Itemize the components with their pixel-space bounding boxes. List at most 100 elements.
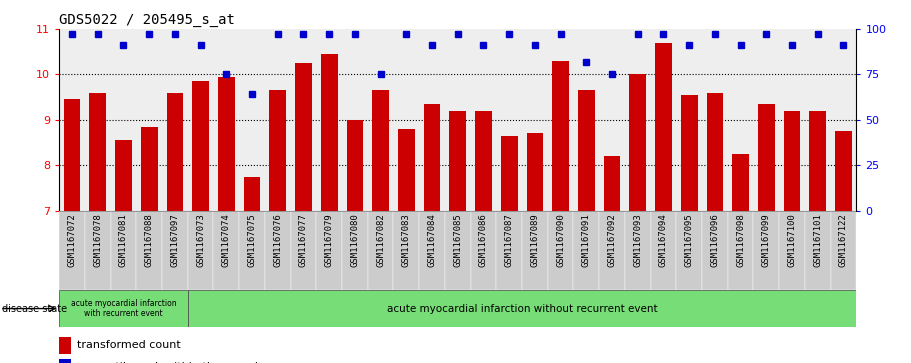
Bar (779, 211, 805, 290)
Bar (137, 211, 162, 290)
Text: GSM1167091: GSM1167091 (582, 213, 591, 267)
Bar (578, 90, 595, 211)
Bar (59, 359, 71, 363)
Bar (59, 211, 85, 290)
Bar (630, 74, 646, 211)
Text: GSM1167089: GSM1167089 (530, 213, 539, 267)
Bar (394, 211, 419, 290)
Text: GSM1167076: GSM1167076 (273, 213, 282, 267)
Text: GSM1167094: GSM1167094 (659, 213, 668, 267)
Text: disease state: disease state (2, 303, 67, 314)
Text: GSM1167075: GSM1167075 (248, 213, 257, 267)
Bar (64, 99, 80, 211)
Text: GSM1167078: GSM1167078 (93, 213, 102, 267)
Bar (291, 211, 316, 290)
Text: GSM1167122: GSM1167122 (839, 213, 848, 267)
Text: percentile rank within the sample: percentile rank within the sample (77, 362, 265, 363)
Bar (655, 43, 671, 211)
Text: GSM1167086: GSM1167086 (479, 213, 488, 267)
Text: transformed count: transformed count (77, 340, 181, 350)
Bar (681, 95, 698, 211)
Text: GSM1167081: GSM1167081 (119, 213, 128, 267)
Text: GSM1167074: GSM1167074 (222, 213, 230, 267)
Text: GSM1167084: GSM1167084 (427, 213, 436, 267)
Bar (625, 211, 650, 290)
Bar (295, 63, 312, 211)
Bar (419, 211, 445, 290)
Bar (835, 131, 852, 211)
Bar (753, 211, 779, 290)
Bar (471, 211, 496, 290)
Bar (650, 211, 676, 290)
Bar (188, 290, 856, 327)
Bar (265, 211, 291, 290)
Bar (213, 211, 240, 290)
Bar (110, 211, 137, 290)
Bar (346, 120, 363, 211)
Bar (758, 104, 774, 211)
Bar (552, 61, 569, 211)
Bar (522, 211, 548, 290)
Bar (831, 211, 856, 290)
Text: GSM1167096: GSM1167096 (711, 213, 720, 267)
Bar (162, 211, 188, 290)
Bar (398, 129, 415, 211)
Text: acute myocardial infarction without recurrent event: acute myocardial infarction without recu… (387, 303, 658, 314)
Bar (527, 134, 543, 211)
Bar (141, 127, 158, 211)
Bar (449, 111, 466, 211)
Bar (115, 140, 132, 211)
Bar (501, 136, 517, 211)
Text: GDS5022 / 205495_s_at: GDS5022 / 205495_s_at (59, 13, 235, 26)
Bar (59, 290, 188, 327)
Bar (192, 81, 209, 211)
Bar (496, 211, 522, 290)
Bar (732, 154, 749, 211)
Bar (604, 156, 620, 211)
Text: GSM1167073: GSM1167073 (196, 213, 205, 267)
Bar (445, 211, 471, 290)
Text: GSM1167072: GSM1167072 (67, 213, 77, 267)
Text: GSM1167079: GSM1167079 (324, 213, 333, 267)
Bar (321, 54, 338, 211)
Text: GSM1167082: GSM1167082 (376, 213, 385, 267)
Bar (783, 111, 801, 211)
Bar (599, 211, 625, 290)
Text: GSM1167090: GSM1167090 (556, 213, 565, 267)
Bar (548, 211, 574, 290)
Bar (167, 93, 183, 211)
Bar (188, 211, 213, 290)
Text: GSM1167093: GSM1167093 (633, 213, 642, 267)
Bar (424, 104, 440, 211)
Text: acute myocardial infarction
with recurrent event: acute myocardial infarction with recurre… (71, 299, 177, 318)
Text: GSM1167092: GSM1167092 (608, 213, 617, 267)
Bar (676, 211, 702, 290)
Bar (316, 211, 342, 290)
Bar (89, 93, 107, 211)
Text: GSM1167100: GSM1167100 (787, 213, 796, 267)
Bar (574, 211, 599, 290)
Text: GSM1167085: GSM1167085 (454, 213, 462, 267)
Text: GSM1167087: GSM1167087 (505, 213, 514, 267)
Text: GSM1167083: GSM1167083 (402, 213, 411, 267)
Bar (809, 111, 826, 211)
Text: GSM1167080: GSM1167080 (351, 213, 360, 267)
Bar (240, 211, 265, 290)
Text: GSM1167097: GSM1167097 (170, 213, 179, 267)
Text: GSM1167095: GSM1167095 (685, 213, 693, 267)
Bar (59, 337, 71, 354)
Bar (805, 211, 831, 290)
Bar (244, 176, 261, 211)
Text: GSM1167101: GSM1167101 (814, 213, 823, 267)
Text: GSM1167098: GSM1167098 (736, 213, 745, 267)
Text: GSM1167077: GSM1167077 (299, 213, 308, 267)
Bar (707, 93, 723, 211)
Bar (270, 90, 286, 211)
Bar (728, 211, 753, 290)
Bar (373, 90, 389, 211)
Bar (85, 211, 110, 290)
Text: GSM1167099: GSM1167099 (762, 213, 771, 267)
Text: GSM1167088: GSM1167088 (145, 213, 154, 267)
Bar (342, 211, 368, 290)
Bar (476, 111, 492, 211)
